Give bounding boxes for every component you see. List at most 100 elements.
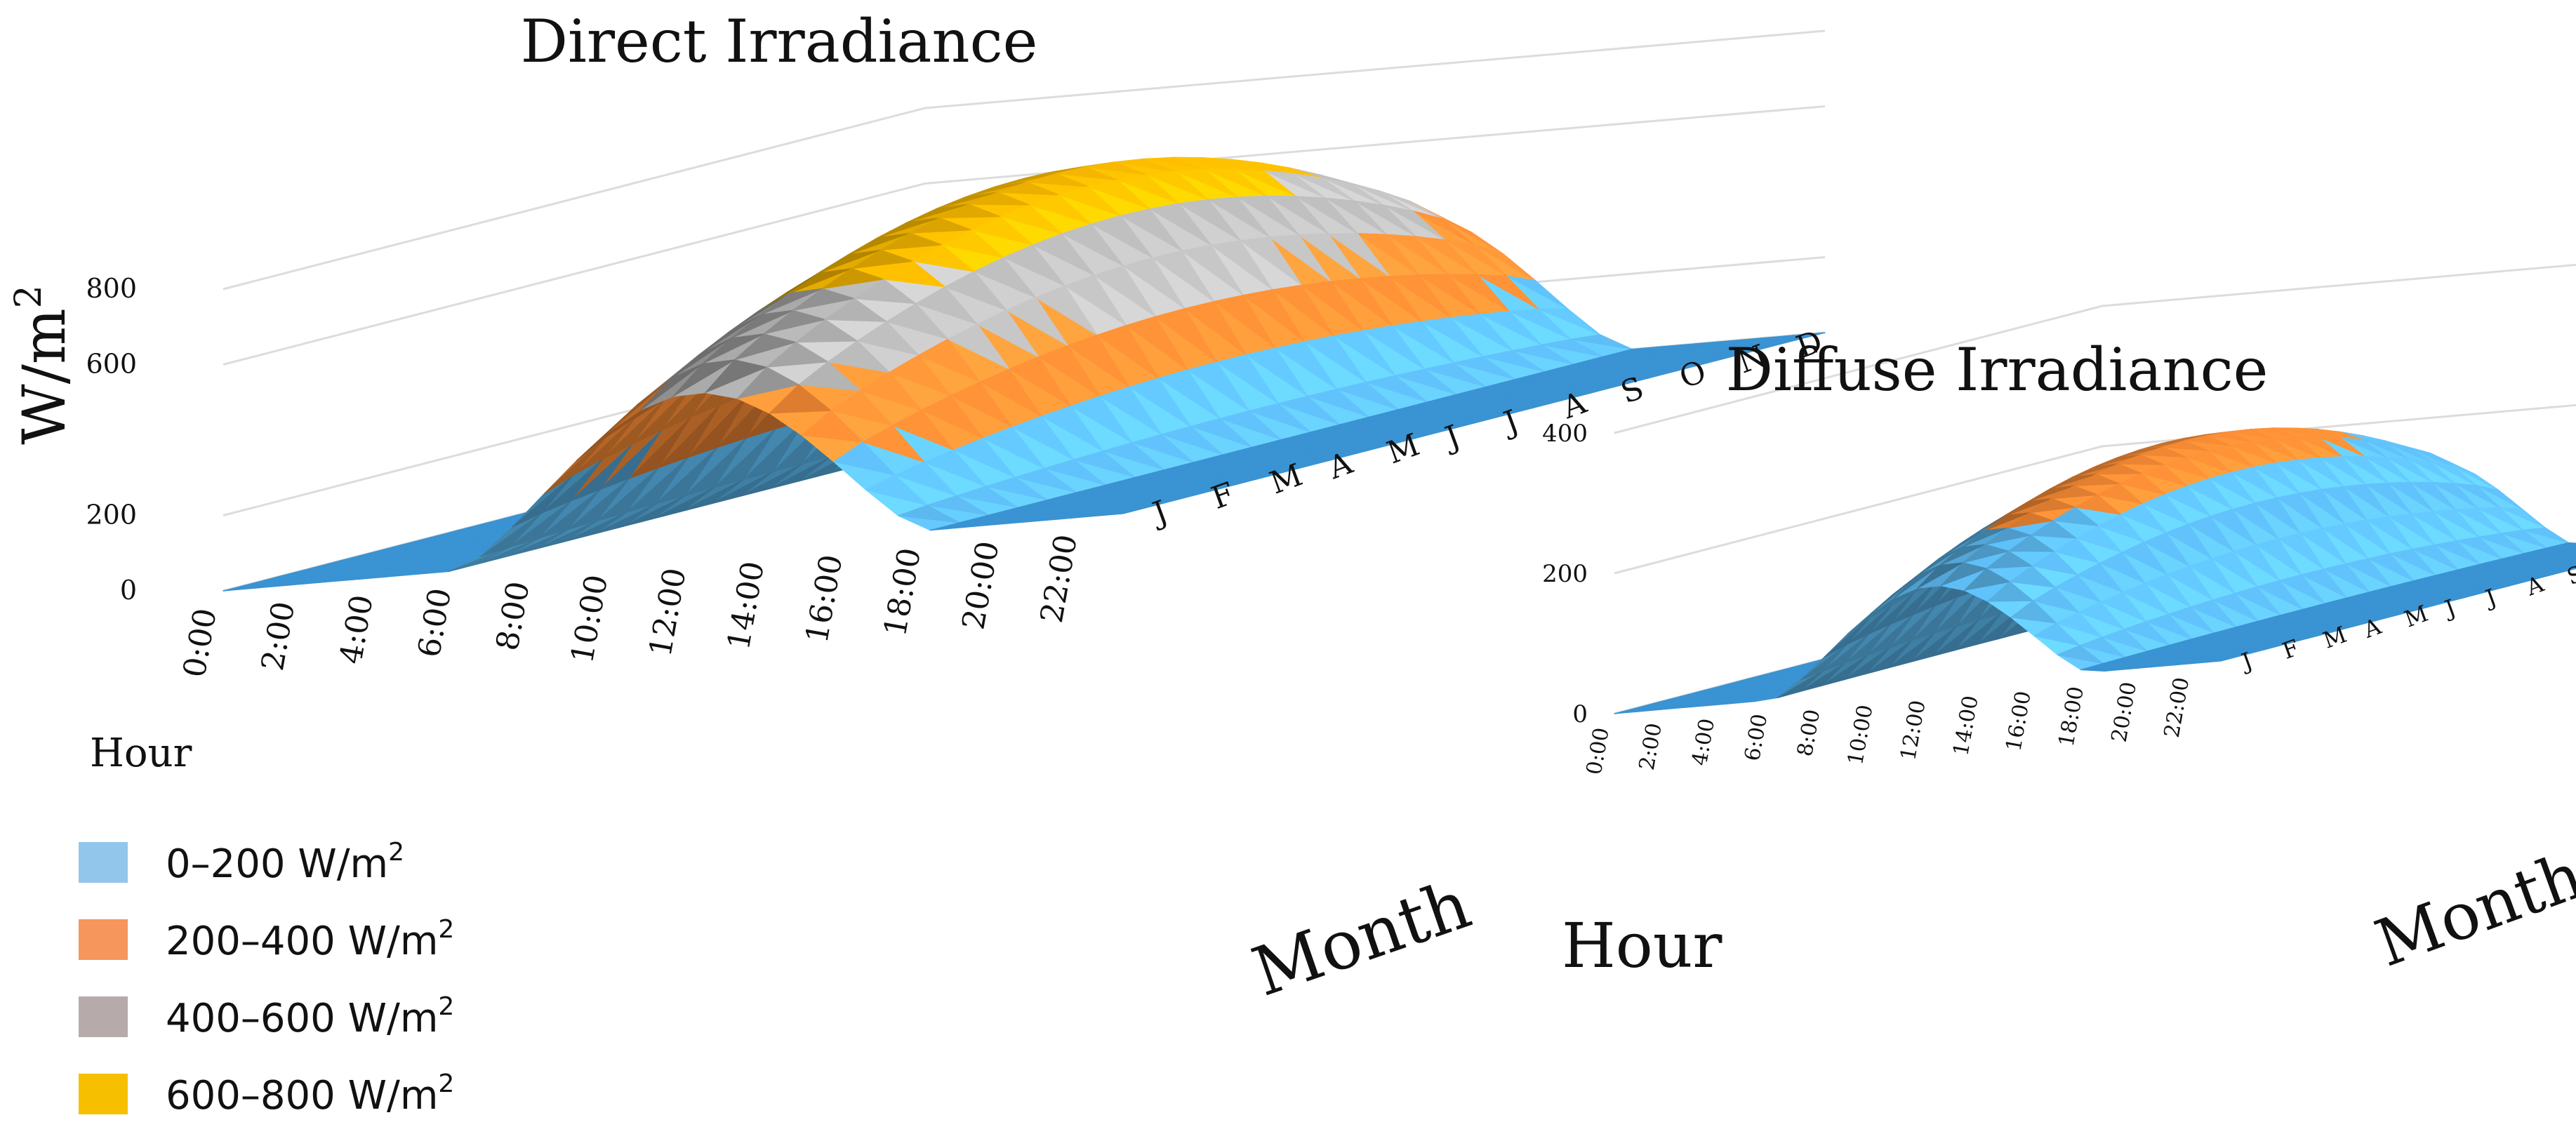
surface-facet [1181,244,1244,296]
surface-facet [2173,657,2220,666]
surface-facet [1640,352,1703,364]
surface-facet [430,532,493,544]
surface-facet [380,561,443,573]
surface-facet [594,503,656,535]
surface-facet [2194,647,2241,656]
surface-facet [2483,572,2530,581]
surface-facet [2099,552,2146,584]
surface-facet [2142,493,2189,525]
surface-facet [1222,443,1285,455]
surface-facet [1131,434,1194,463]
surface-facet [2342,455,2389,483]
surface-facet [406,549,470,561]
surface-facet [2463,585,2510,594]
surface-facet [1939,544,1986,566]
surface-facet [1824,618,1871,658]
surface-facet [828,340,890,373]
surface-facet [1549,371,1612,382]
surface-facet [2229,429,2276,440]
surface-facet [2296,436,2343,458]
surface-facet [2005,498,2052,516]
surface-facet [2330,620,2377,629]
surface-facet [2329,616,2376,625]
surface-facet [2167,566,2214,601]
surface-facet [1248,403,1311,433]
surface-facet [2328,613,2375,622]
legend-item: 600–800 W/m2 [79,1069,454,1119]
surface-facet [2416,589,2463,599]
surface-facet [374,552,437,563]
surface-facet [2121,541,2168,575]
surface-facet [1576,358,1639,370]
surface-facet [1362,325,1426,370]
surface-facet [1315,431,1379,443]
surface-facet [824,298,887,322]
legend-swatch [79,1074,128,1114]
surface-facet [2299,528,2346,564]
surface-facet [2419,596,2466,606]
surface-facet [856,321,919,356]
surface-facet [2080,662,2127,671]
surface-facet [1558,385,1621,396]
surface-facet [766,342,829,368]
surface-facet [570,443,633,502]
surface-facet [2217,641,2264,650]
surface-facet [2192,639,2239,649]
surface-facet [456,519,519,531]
surface-facet [2257,615,2304,622]
surface-facet [2396,603,2443,612]
surface-facet [974,257,1037,298]
surface-facet [348,564,411,576]
surface-facet [1397,399,1460,411]
surface-facet [2184,434,2231,446]
surface-facet [2193,643,2240,653]
surface-facet [2250,427,2297,438]
surface-facet [2160,434,2207,444]
surface-facet [1412,422,1475,434]
surface-facet [851,249,914,269]
diffuse-surface [1614,427,2576,714]
surface-facet [1523,382,1586,394]
surface-facet [1400,403,1463,415]
surface-facet [2097,483,2144,505]
surface-facet [313,562,376,574]
surface-facet [1025,511,1089,523]
surface-facet [1266,195,1329,234]
surface-facet [1482,350,1545,373]
surface-facet [2433,509,2480,538]
surface-facet [2317,429,2364,441]
surface-facet [2548,552,2576,560]
surface-facet [971,216,1034,246]
surface-facet [2430,461,2477,486]
surface-facet [2169,638,2216,646]
surface-facet [1666,340,1729,352]
surface-facet [1260,162,1323,179]
surface-facet [2196,650,2243,660]
surface-facet [1096,325,1160,379]
surface-facet [684,437,748,497]
surface-facet [1465,398,1527,410]
surface-facet [1003,244,1065,286]
surface-facet [1846,604,1893,646]
surface-facet [897,505,960,523]
surface-facet [1216,354,1279,404]
surface-facet [956,486,1018,508]
surface-facet [2150,658,2197,668]
surface-facet [2162,440,2209,451]
surface-facet [2122,582,2169,615]
surface-facet [2283,624,2330,633]
surface-facet [2297,457,2344,487]
surface-facet [2073,474,2120,487]
surface-facet [398,535,461,547]
surface-facet [2322,523,2369,559]
surface-facet [859,371,922,411]
surface-facet [1961,527,2008,548]
surface-facet [1318,435,1381,447]
surface-facet [2239,635,2286,645]
surface-facet [2365,482,2412,514]
surface-facet [2484,575,2531,585]
surface-facet [1515,368,1577,380]
surface-facet [1423,362,1487,387]
surface-facet [2143,532,2190,567]
surface-facet [2186,478,2233,510]
